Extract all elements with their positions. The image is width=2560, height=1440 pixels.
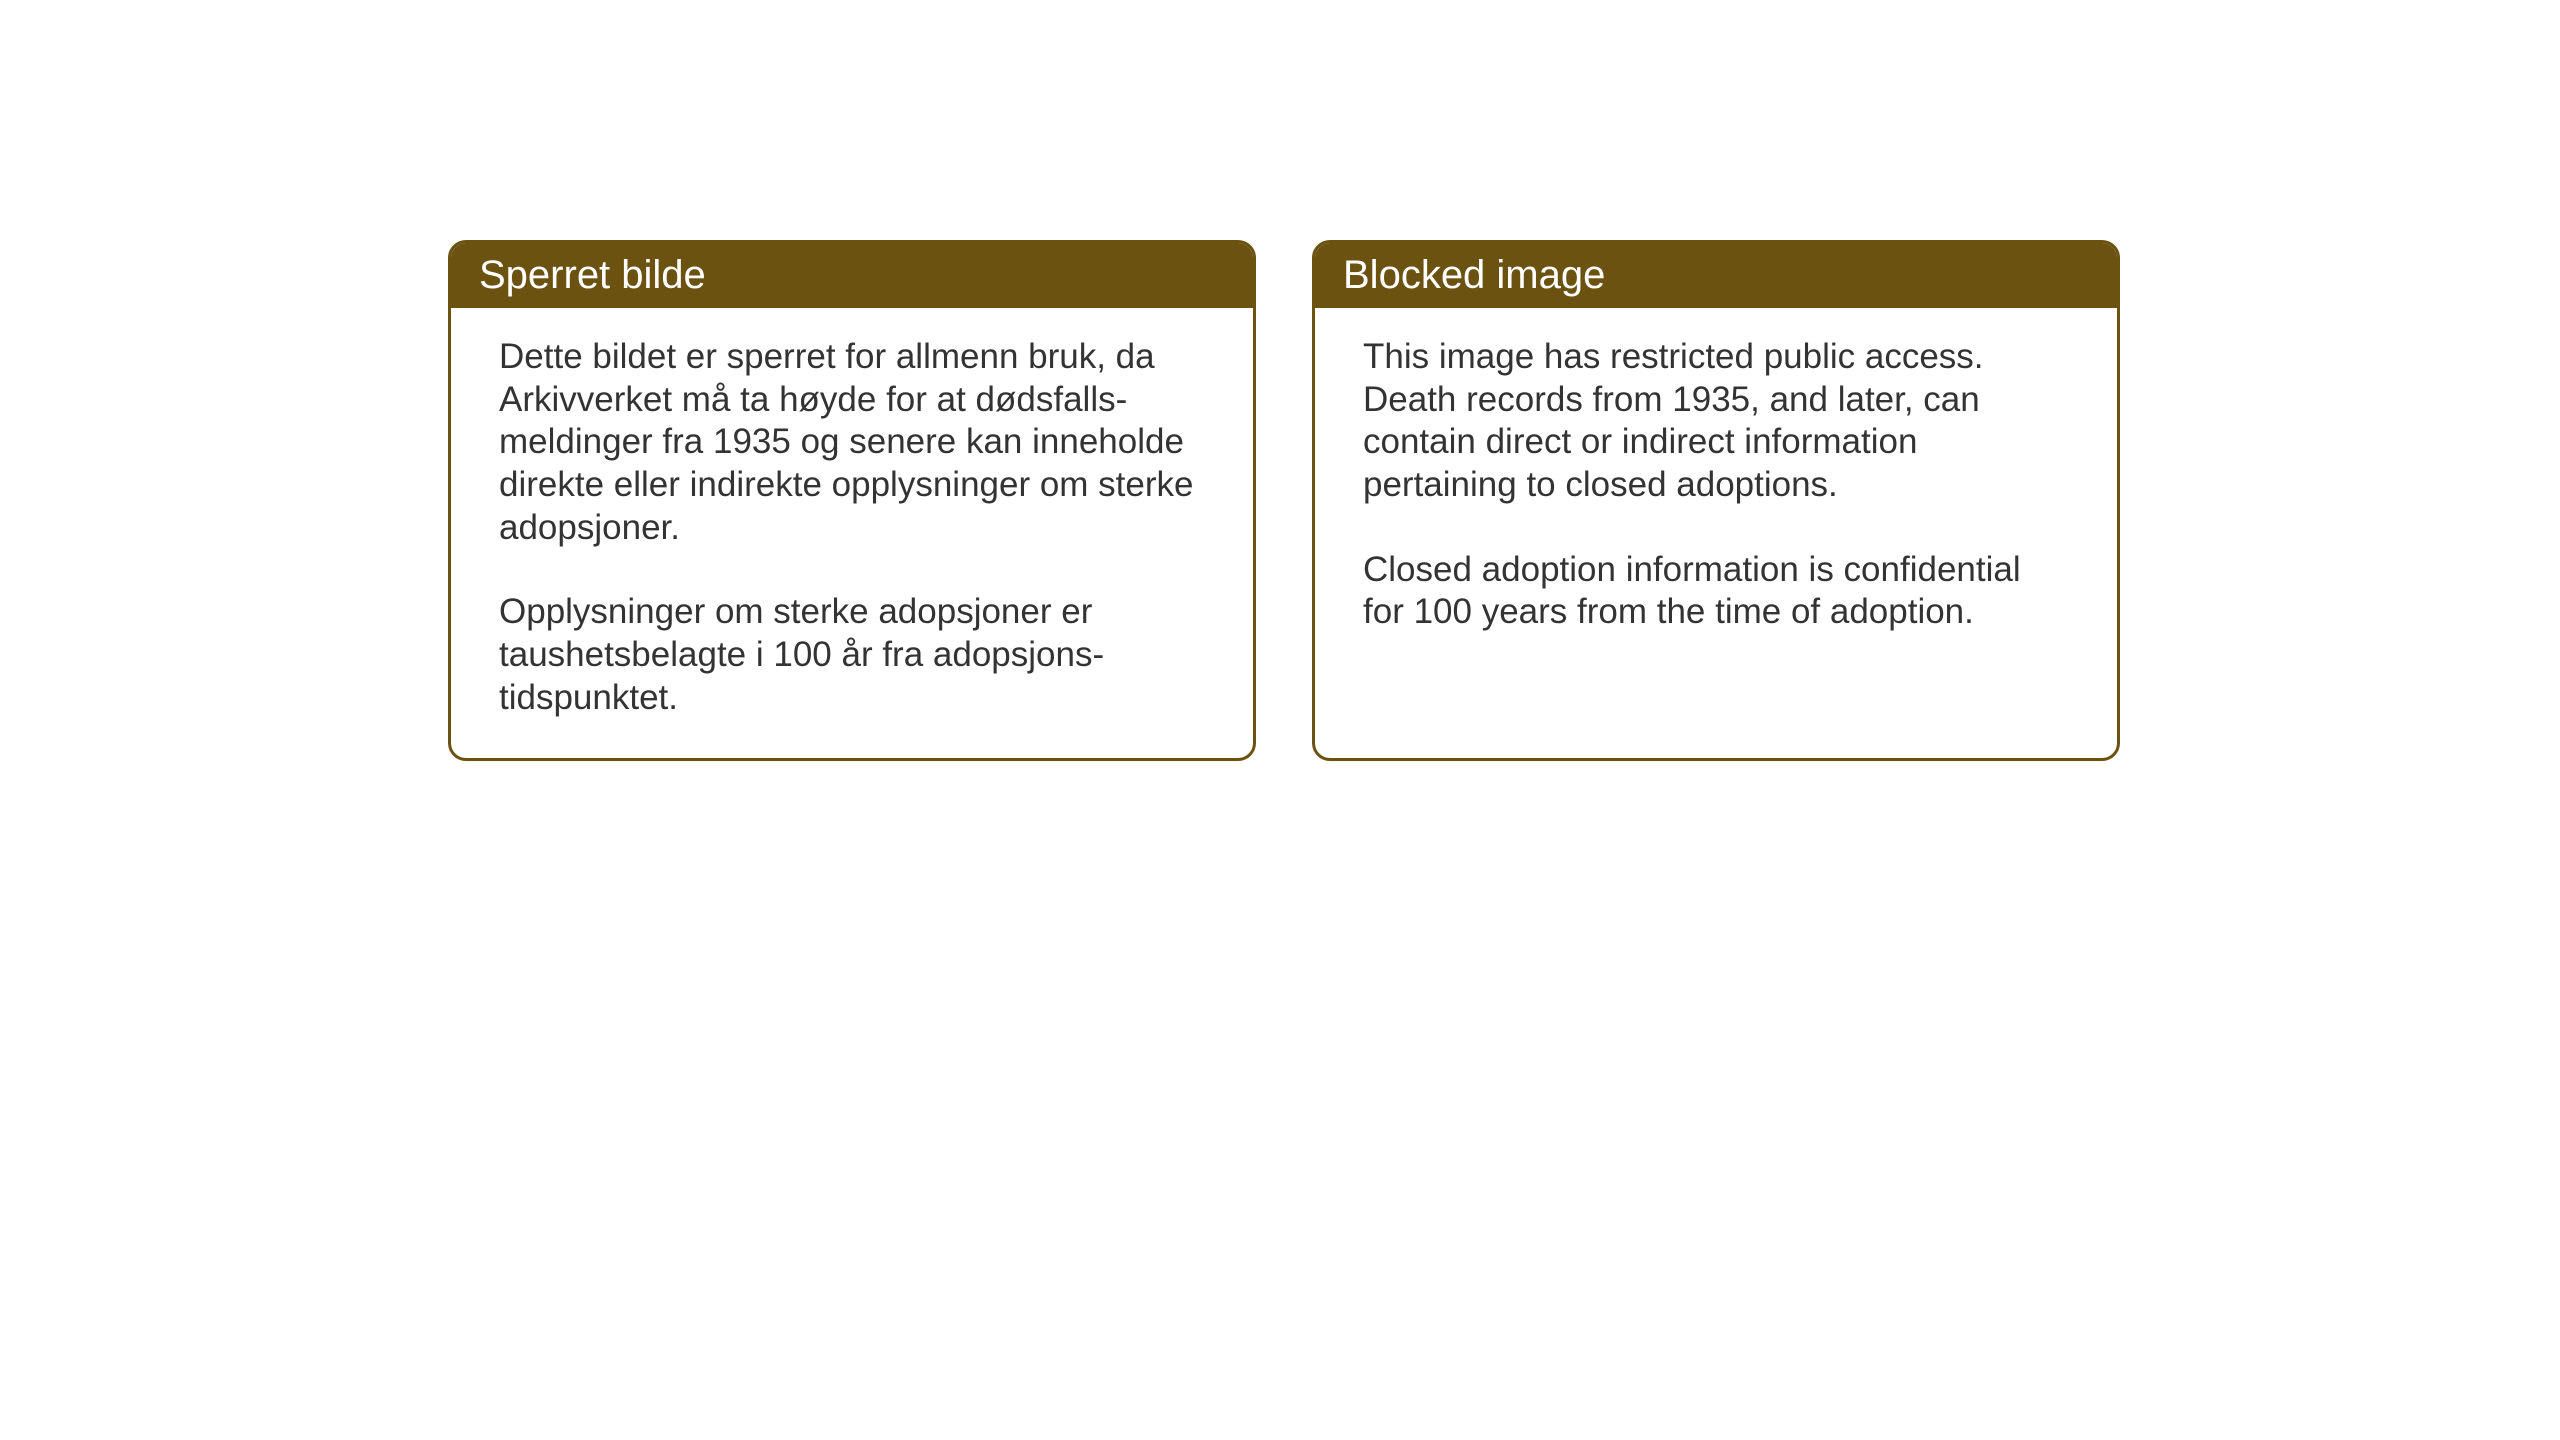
notice-title-english: Blocked image — [1343, 253, 1605, 297]
notice-paragraph-2-english: Closed adoption information is confident… — [1363, 549, 2069, 634]
notice-header-english: Blocked image — [1315, 243, 2117, 308]
notice-container: Sperret bilde Dette bildet er sperret fo… — [448, 240, 2120, 761]
notice-title-norwegian: Sperret bilde — [479, 253, 706, 297]
notice-paragraph-2-norwegian: Opplysninger om sterke adopsjoner er tau… — [499, 591, 1205, 719]
notice-box-english: Blocked image This image has restricted … — [1312, 240, 2120, 761]
notice-paragraph-1-english: This image has restricted public access.… — [1363, 336, 2069, 507]
notice-paragraph-1-norwegian: Dette bildet er sperret for allmenn bruk… — [499, 336, 1205, 549]
notice-body-english: This image has restricted public access.… — [1315, 308, 2117, 736]
notice-box-norwegian: Sperret bilde Dette bildet er sperret fo… — [448, 240, 1256, 761]
notice-body-norwegian: Dette bildet er sperret for allmenn bruk… — [451, 308, 1253, 758]
notice-header-norwegian: Sperret bilde — [451, 243, 1253, 308]
